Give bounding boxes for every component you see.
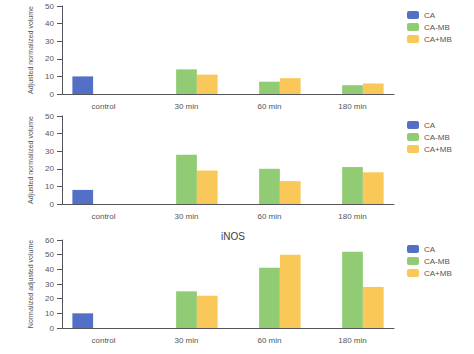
svg-text:CA: CA (424, 245, 436, 254)
svg-text:60 min: 60 min (257, 212, 281, 221)
svg-text:10: 10 (45, 309, 54, 318)
svg-text:60 min: 60 min (257, 336, 281, 345)
svg-text:50: 50 (45, 112, 54, 121)
svg-text:0: 0 (50, 324, 55, 333)
svg-text:30: 30 (45, 147, 54, 156)
svg-text:40: 40 (45, 129, 54, 138)
svg-text:30 min: 30 min (174, 212, 198, 221)
svg-text:60 min: 60 min (257, 102, 281, 111)
svg-text:0: 0 (50, 90, 55, 99)
svg-text:30: 30 (45, 280, 54, 289)
svg-text:30 min: 30 min (174, 102, 198, 111)
svg-text:iNOS: iNOS (221, 231, 245, 242)
svg-text:control: control (91, 102, 115, 111)
svg-text:Normalized adjusted volume: Normalized adjusted volume (27, 240, 35, 328)
svg-text:control: control (91, 212, 115, 221)
svg-text:Adjusted normalized volume: Adjusted normalized volume (27, 116, 35, 204)
svg-text:control: control (91, 336, 115, 345)
svg-text:CA+MB: CA+MB (424, 269, 452, 278)
svg-text:Adjusted normalized volume: Adjusted normalized volume (27, 6, 35, 94)
svg-text:60: 60 (45, 236, 54, 245)
svg-text:50: 50 (45, 250, 54, 259)
svg-text:20: 20 (45, 54, 54, 63)
svg-text:CA-MB: CA-MB (424, 23, 450, 32)
svg-text:10: 10 (45, 72, 54, 81)
svg-text:30: 30 (45, 37, 54, 46)
svg-text:CA-MB: CA-MB (424, 133, 450, 142)
svg-text:20: 20 (45, 164, 54, 173)
svg-text:CA-MB: CA-MB (424, 257, 450, 266)
svg-text:10: 10 (45, 182, 54, 191)
svg-text:0: 0 (50, 200, 55, 209)
svg-text:30 min: 30 min (174, 336, 198, 345)
svg-text:40: 40 (45, 265, 54, 274)
svg-text:40: 40 (45, 19, 54, 28)
svg-text:CA: CA (424, 11, 436, 20)
svg-text:50: 50 (45, 2, 54, 11)
svg-text:180 min: 180 min (338, 102, 366, 111)
svg-text:CA+MB: CA+MB (424, 35, 452, 44)
svg-text:180 min: 180 min (338, 336, 366, 345)
svg-text:CA+MB: CA+MB (424, 145, 452, 154)
svg-text:180 min: 180 min (338, 212, 366, 221)
svg-text:CA: CA (424, 121, 436, 130)
svg-text:20: 20 (45, 294, 54, 303)
